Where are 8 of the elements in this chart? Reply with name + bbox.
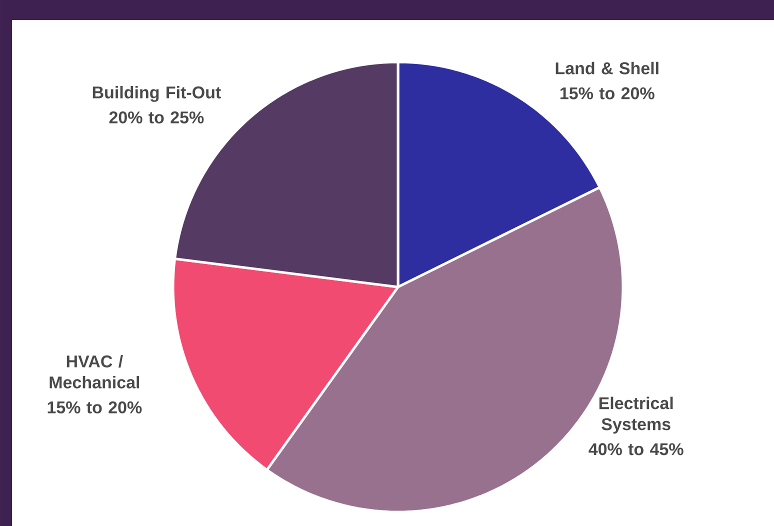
- slice-label: HVAC / Mechanical: [50, 354, 140, 388]
- slice-label: Land & Shell: [556, 62, 658, 74]
- text: 15% to 20%: [48, 401, 142, 414]
- slice-label: Building Fit-Out: [92, 86, 221, 102]
- slice-label: Electrical Systems: [599, 396, 673, 434]
- text: 15% to 20%: [560, 87, 654, 100]
- text: 40% to 45%: [588, 443, 684, 456]
- text: 20% to 25%: [109, 111, 204, 124]
